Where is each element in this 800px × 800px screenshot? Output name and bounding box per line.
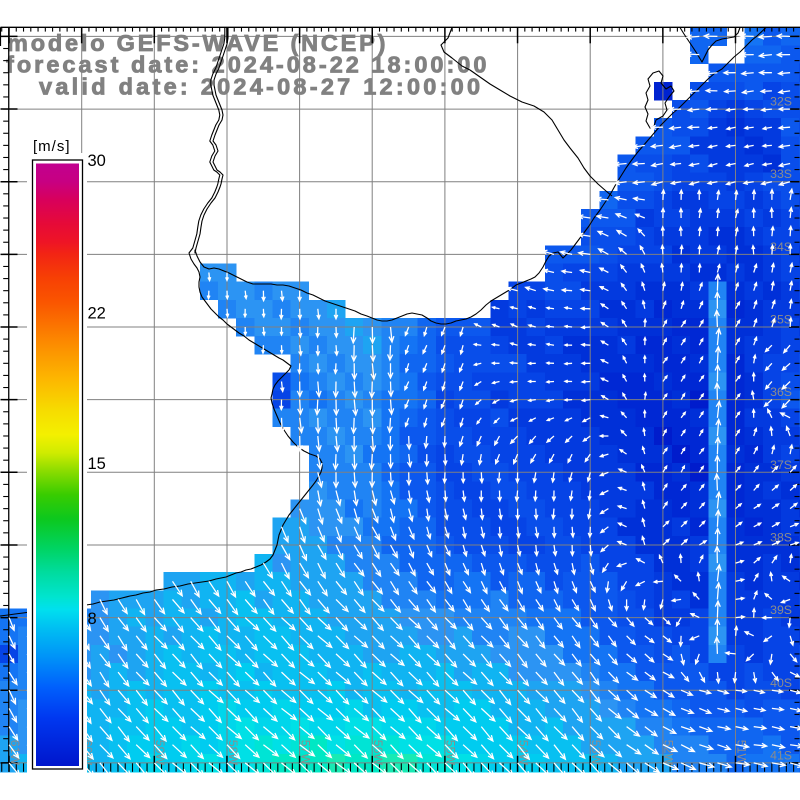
svg-text:36S: 36S	[770, 385, 792, 399]
svg-text:41S: 41S	[770, 748, 792, 762]
svg-text:37S: 37S	[770, 458, 792, 472]
svg-text:8: 8	[88, 610, 97, 628]
svg-text:valid date: 2024-08-27 12:00:0: valid date: 2024-08-27 12:00:00	[39, 73, 483, 99]
svg-text:35S: 35S	[770, 313, 792, 327]
svg-text:56W: 56W	[371, 740, 385, 766]
svg-text:33S: 33S	[770, 167, 792, 181]
svg-text:22: 22	[88, 305, 106, 323]
svg-text:32S: 32S	[770, 95, 792, 109]
svg-text:59W: 59W	[153, 740, 167, 766]
svg-text:34S: 34S	[770, 240, 792, 254]
svg-text:forecast date: 2024-08-22 18:0: forecast date: 2024-08-22 18:00:00	[6, 52, 489, 78]
svg-text:51W: 51W	[734, 740, 748, 766]
svg-text:52W: 52W	[662, 740, 676, 766]
svg-text:15: 15	[88, 455, 106, 473]
svg-text:40S: 40S	[770, 676, 792, 690]
svg-text:39S: 39S	[770, 603, 792, 617]
svg-text:[m/s]: [m/s]	[33, 138, 71, 155]
svg-text:53W: 53W	[589, 740, 603, 766]
svg-text:38S: 38S	[770, 531, 792, 545]
svg-text:58W: 58W	[226, 740, 240, 766]
svg-text:modelo GEFS-WAVE (NCEP): modelo GEFS-WAVE (NCEP)	[7, 30, 388, 56]
svg-text:30: 30	[88, 152, 106, 170]
